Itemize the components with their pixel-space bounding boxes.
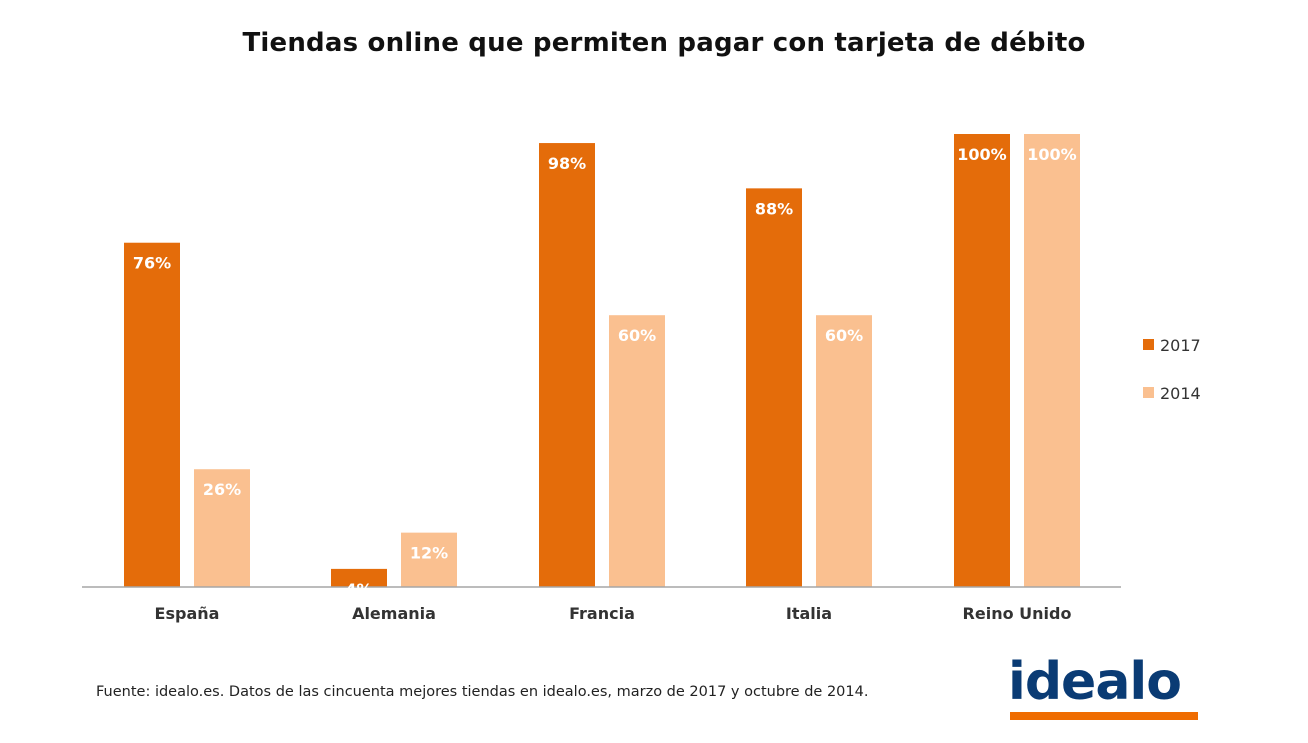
legend: 2017 2014 <box>1143 336 1201 403</box>
legend-label-2014: 2014 <box>1160 384 1201 403</box>
category-label-3: Italia <box>786 604 832 623</box>
data-label-2014-3: 60% <box>825 326 863 345</box>
source-note: Fuente: idealo.es. Datos de las cincuent… <box>96 684 869 700</box>
category-label-2: Francia <box>569 604 635 623</box>
logo-wordmark: idealo <box>1008 652 1182 712</box>
data-label-2014-1: 12% <box>410 544 448 563</box>
category-label-0: España <box>155 604 220 623</box>
bar-2017-2 <box>539 143 595 587</box>
chart-title: Tiendas online que permiten pagar con ta… <box>242 28 1086 58</box>
data-label-2017-0: 76% <box>133 254 171 273</box>
data-label-2017-3: 88% <box>755 199 793 218</box>
bar-2017-4 <box>954 134 1010 587</box>
data-label-2017-1: 4% <box>345 580 372 599</box>
bar-2017-3 <box>746 188 802 588</box>
bar-2014-1 <box>401 532 457 587</box>
data-label-2014-4: 100% <box>1027 145 1076 164</box>
data-label-2014-0: 26% <box>203 480 241 499</box>
legend-swatch-2017 <box>1143 339 1154 350</box>
bar-2017-1 <box>331 568 387 587</box>
category-label-4: Reino Unido <box>963 604 1072 623</box>
idealo-logo: idealo <box>1008 652 1200 722</box>
bar-2014-3 <box>816 315 872 587</box>
bar-2014-2 <box>609 315 665 587</box>
data-label-2017-4: 100% <box>957 145 1006 164</box>
legend-label-2017: 2017 <box>1160 336 1201 355</box>
data-label-2017-2: 98% <box>548 154 586 173</box>
logo-underline <box>1010 712 1198 720</box>
category-label-1: Alemania <box>352 604 436 623</box>
legend-swatch-2014 <box>1143 387 1154 398</box>
data-label-2014-2: 60% <box>618 326 656 345</box>
bar-2014-0 <box>194 469 250 587</box>
bar-2017-0 <box>124 242 180 587</box>
bar-2014-4 <box>1024 134 1080 587</box>
